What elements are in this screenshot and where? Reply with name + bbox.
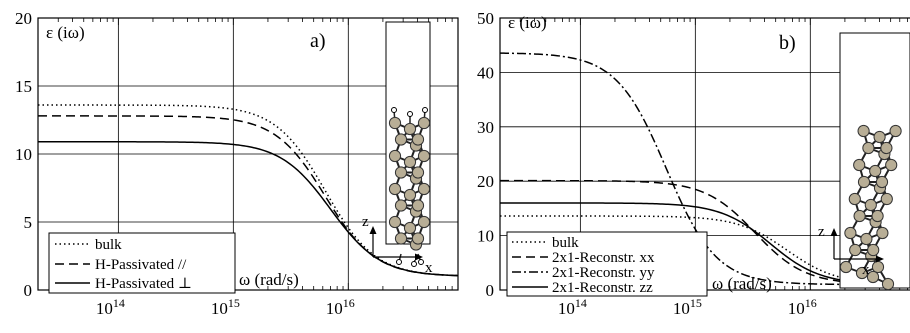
hydrogen-atom <box>418 259 424 265</box>
atom <box>411 232 425 245</box>
atom <box>848 192 861 206</box>
atom <box>839 260 853 274</box>
atom <box>403 155 417 169</box>
atom <box>388 149 402 163</box>
atom <box>411 133 425 146</box>
atom <box>417 116 431 130</box>
atom <box>411 199 425 212</box>
panel-a-xlabel: ω (rad/s) <box>239 270 299 289</box>
atom <box>844 226 857 240</box>
panel-a-curves <box>38 104 459 277</box>
y-tick-label: 15 <box>15 77 32 96</box>
y-tick-label: 10 <box>15 145 32 164</box>
panel-b-xlabel: ω (rad/s) <box>712 274 772 293</box>
legend-b-label-zz: 2x1-Reconstr. zz <box>552 280 653 296</box>
panel-b-ylabel: ε (iω) <box>508 13 547 32</box>
atom <box>889 124 902 138</box>
panel-b-inset-atoms <box>839 124 902 291</box>
x-tick-label: 1015 <box>211 296 240 318</box>
hydrogen-atom <box>407 111 413 117</box>
panel-b-ticks: 0 10 20 30 40 50 1014 1015 1016 <box>477 9 908 318</box>
atom <box>876 226 889 240</box>
atom <box>862 141 875 155</box>
atom <box>881 277 895 291</box>
atom <box>880 192 893 206</box>
legend-b-label-xx: 2x1-Reconstr. xx <box>552 250 655 266</box>
atom <box>875 175 889 189</box>
atom <box>388 215 402 229</box>
hydrogen-atom <box>396 259 402 265</box>
atom <box>403 221 417 235</box>
atom <box>394 133 408 146</box>
legend-b-label-bulk: bulk <box>552 235 579 251</box>
atom <box>417 215 431 229</box>
panel-b-legend: bulk 2x1-Reconstr. xx 2x1-Reconstr. yy 2… <box>506 231 708 297</box>
atom <box>411 166 425 179</box>
atom <box>866 270 880 284</box>
atom <box>871 260 885 274</box>
y-tick-label: 20 <box>15 9 32 28</box>
y-tick-label: 20 <box>477 172 494 191</box>
atom <box>388 182 402 196</box>
y-tick-label: 10 <box>477 227 494 246</box>
panel-b-plot-frame <box>499 17 910 291</box>
atom <box>853 209 866 223</box>
x-tick-label: 1015 <box>673 296 702 318</box>
panel-a-ylabel: ε (iω) <box>46 23 85 42</box>
atom <box>855 266 869 280</box>
panel-a-inset-atoms <box>388 107 431 267</box>
atom <box>869 164 882 178</box>
atom <box>403 188 417 202</box>
panel-a-legend: bulk H-Passivated // H-Passivated ⊥ <box>48 232 236 294</box>
hydrogen-atom <box>422 107 428 113</box>
atom <box>873 130 886 144</box>
atom <box>394 199 408 212</box>
panel-a-inset-z-label: z <box>362 214 369 230</box>
panel-b-inset-x-label: x <box>862 262 870 278</box>
x-tick-label: 1014 <box>558 296 587 318</box>
legend-a-label-h-parallel: H-Passivated // <box>95 257 187 273</box>
panel-b: 0 10 20 30 40 50 1014 1015 1016 ε (iω) b) ω (rad… <box>477 9 910 318</box>
atom <box>417 149 431 163</box>
panel-b-inset-z-label: z <box>818 224 825 240</box>
atom <box>857 124 870 138</box>
panel-a-inset: z x <box>362 21 433 276</box>
atom <box>857 175 871 189</box>
x-tick-label: 1016 <box>788 296 817 318</box>
series-line-a-h-perp <box>38 141 459 277</box>
x-tick-label: 1014 <box>96 296 125 318</box>
atom <box>867 243 880 257</box>
atom <box>417 182 431 196</box>
y-tick-label: 0 <box>24 281 33 300</box>
atom <box>853 158 866 172</box>
atom <box>403 122 417 136</box>
atom <box>388 116 402 130</box>
panel-a-label: a) <box>310 30 326 52</box>
legend-a-label-h-perp: H-Passivated ⊥ <box>95 276 192 292</box>
y-tick-label: 40 <box>477 63 494 82</box>
atom <box>880 141 893 155</box>
atom <box>885 158 898 172</box>
y-tick-label: 50 <box>477 9 494 28</box>
x-tick-label: 1016 <box>326 296 355 318</box>
panel-b-label: b) <box>779 32 796 54</box>
panel-a-plot-frame <box>37 17 459 291</box>
atom <box>849 243 862 257</box>
atom <box>860 232 873 246</box>
panel-b-inset: z x <box>818 32 910 291</box>
hydrogen-atom <box>391 107 397 113</box>
y-tick-label: 0 <box>486 281 495 300</box>
y-tick-label: 30 <box>477 118 494 137</box>
atom <box>871 209 884 223</box>
legend-a-label-bulk: bulk <box>95 237 122 253</box>
panel-a-inset-x-label: x <box>425 260 433 276</box>
atom <box>394 166 408 179</box>
y-tick-label: 5 <box>24 213 33 232</box>
atom <box>864 198 877 212</box>
hydrogen-atom <box>411 261 417 267</box>
legend-b-label-yy: 2x1-Reconstr. yy <box>552 265 655 281</box>
atom <box>394 232 408 245</box>
